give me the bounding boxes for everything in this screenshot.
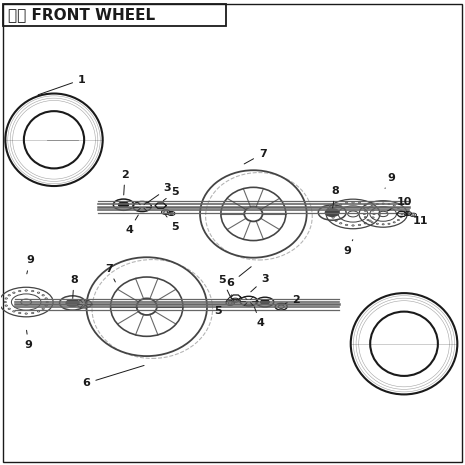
Ellipse shape <box>260 299 269 305</box>
Text: 4: 4 <box>254 307 264 328</box>
Ellipse shape <box>119 202 129 207</box>
Text: 3: 3 <box>146 184 172 203</box>
FancyBboxPatch shape <box>3 4 226 26</box>
Ellipse shape <box>325 209 339 216</box>
Text: 9: 9 <box>344 239 353 256</box>
Text: 9: 9 <box>25 330 33 350</box>
Text: 9: 9 <box>385 173 395 188</box>
Text: 10: 10 <box>387 197 412 211</box>
Text: 6: 6 <box>82 365 144 388</box>
Text: 9: 9 <box>26 255 34 274</box>
Text: 2: 2 <box>285 295 300 305</box>
Text: 6: 6 <box>226 267 251 288</box>
Text: 3: 3 <box>251 274 269 292</box>
Text: 5: 5 <box>214 295 232 316</box>
Text: 5: 5 <box>163 187 179 201</box>
Text: 2: 2 <box>121 170 129 195</box>
Text: 5: 5 <box>166 215 179 232</box>
Text: 11: 11 <box>406 214 428 226</box>
Text: 8: 8 <box>70 275 78 299</box>
Text: 8: 8 <box>332 186 339 208</box>
Text: 5: 5 <box>219 275 230 296</box>
Text: 7: 7 <box>244 149 266 164</box>
Text: 前輪 FRONT WHEEL: 前輪 FRONT WHEEL <box>7 7 155 23</box>
Text: 4: 4 <box>125 215 138 235</box>
Ellipse shape <box>66 299 79 306</box>
Text: 7: 7 <box>105 264 115 282</box>
Text: 1: 1 <box>38 74 86 95</box>
